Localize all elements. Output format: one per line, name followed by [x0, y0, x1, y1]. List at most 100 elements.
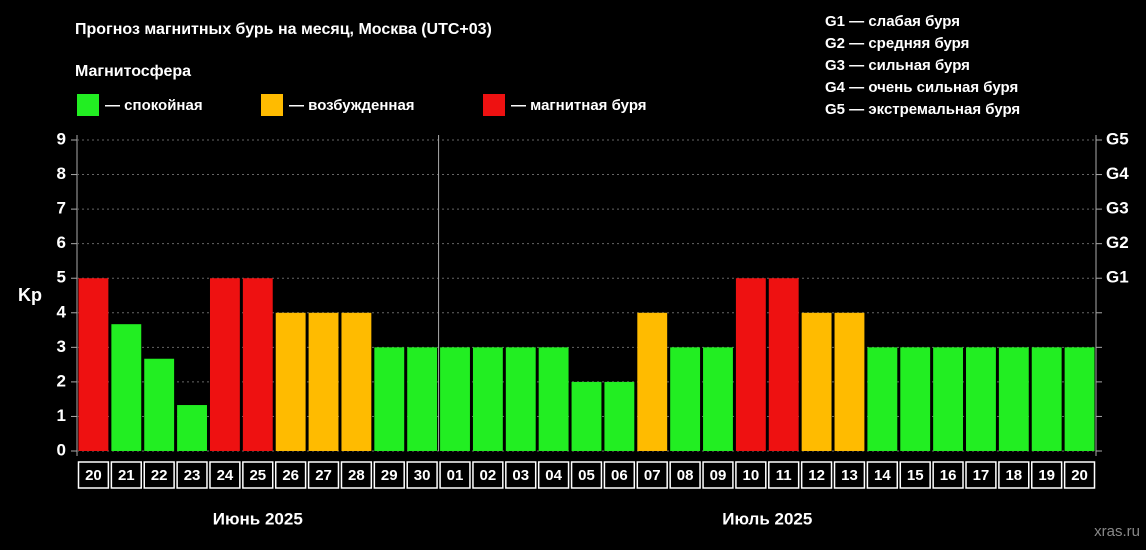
bar [78, 278, 109, 451]
bar [341, 312, 372, 451]
bar [966, 347, 996, 451]
bar [111, 324, 142, 451]
date-box [570, 461, 603, 489]
x-tick-label: 13 [841, 467, 858, 484]
x-tick-label: 28 [348, 467, 365, 484]
date-box [143, 461, 175, 489]
bar [1031, 347, 1062, 451]
y2-tick-label: G4 [1106, 164, 1129, 183]
x-tick-label: 20 [1071, 467, 1088, 484]
bar [637, 312, 668, 451]
date-box [439, 461, 471, 489]
x-tick-label: 08 [677, 467, 694, 484]
x-tick-label: 22 [151, 467, 168, 484]
bar [275, 312, 306, 451]
date-box [176, 461, 208, 489]
x-tick-label: 25 [249, 467, 266, 484]
y2-tick-label: G3 [1106, 199, 1129, 218]
bar [867, 347, 898, 451]
storm-legend: G4 — очень сильная буря [825, 79, 1018, 96]
bar [407, 347, 438, 451]
x-tick-label: 27 [315, 467, 332, 484]
bar [998, 347, 1029, 451]
x-tick-label: 02 [480, 467, 497, 484]
date-box [833, 461, 866, 489]
date-box [702, 461, 734, 489]
x-tick-label: 12 [808, 467, 825, 484]
bar [308, 312, 339, 451]
bar [670, 347, 701, 451]
storm-legend: G1 — слабая буря [825, 13, 960, 30]
x-tick-label: 18 [1005, 467, 1022, 484]
date-box [209, 461, 241, 489]
y2-tick-label: G2 [1106, 233, 1129, 252]
chart-title: Прогноз магнитных бурь на месяц, Москва … [75, 21, 492, 38]
y-tick-label: 3 [57, 337, 66, 356]
storm-legend: G5 — экстремальная буря [825, 101, 1020, 118]
bar [440, 347, 470, 451]
x-tick-label: 14 [874, 467, 891, 484]
bar [209, 278, 240, 451]
bar [1064, 347, 1095, 451]
bar [735, 278, 766, 451]
x-tick-label: 10 [743, 467, 760, 484]
bar [374, 347, 405, 451]
y2-tick-label: G5 [1106, 129, 1129, 148]
y2-tick-label: G1 [1106, 268, 1129, 287]
bar [177, 405, 207, 451]
date-box [899, 461, 931, 489]
x-tick-label: 06 [611, 467, 628, 484]
y-tick-label: 0 [57, 440, 66, 459]
x-tick-label: 17 [973, 467, 990, 484]
x-tick-label: 15 [907, 467, 924, 484]
bar [933, 347, 964, 451]
y-tick-label: 2 [57, 371, 66, 390]
date-box [242, 461, 274, 489]
bar [768, 278, 799, 451]
x-tick-label: 24 [217, 467, 234, 484]
x-tick-label: 04 [545, 467, 562, 484]
bar [571, 381, 602, 451]
bar [604, 381, 635, 451]
x-tick-label: 21 [118, 467, 135, 484]
x-tick-label: 16 [940, 467, 957, 484]
x-tick-label: 26 [282, 467, 299, 484]
y-axis-label: Kp [18, 285, 42, 305]
y-tick-label: 6 [57, 233, 66, 252]
bar [144, 358, 175, 451]
date-box [1063, 461, 1096, 489]
date-box [735, 461, 767, 489]
y-tick-label: 4 [57, 302, 67, 321]
x-tick-label: 29 [381, 467, 398, 484]
month-label: Июль 2025 [722, 509, 812, 528]
x-tick-label: 19 [1038, 467, 1055, 484]
date-box [505, 461, 537, 489]
y-tick-label: 9 [57, 129, 66, 148]
legend-label: — возбужденная [289, 97, 415, 114]
y-tick-label: 1 [57, 406, 66, 425]
date-box [932, 461, 964, 489]
bar [801, 312, 832, 451]
y-tick-label: 7 [57, 199, 66, 218]
date-box [636, 461, 668, 489]
x-tick-label: 03 [512, 467, 529, 484]
date-box [406, 461, 438, 489]
bar [538, 347, 569, 451]
date-box [1031, 461, 1063, 489]
date-box [965, 461, 997, 489]
date-box [472, 461, 504, 489]
date-box [307, 461, 340, 489]
x-tick-label: 05 [578, 467, 595, 484]
date-box [866, 461, 899, 489]
subtitle: Магнитосфера [75, 63, 191, 80]
bar [900, 347, 931, 451]
date-box [537, 461, 570, 489]
storm-legend: G3 — сильная буря [825, 57, 970, 74]
x-tick-label: 30 [414, 467, 431, 484]
legend-swatch [77, 94, 99, 116]
date-box [274, 461, 307, 489]
date-box [110, 461, 142, 489]
legend-label: — спокойная [105, 97, 203, 114]
bar [472, 347, 503, 451]
date-box [768, 461, 800, 489]
